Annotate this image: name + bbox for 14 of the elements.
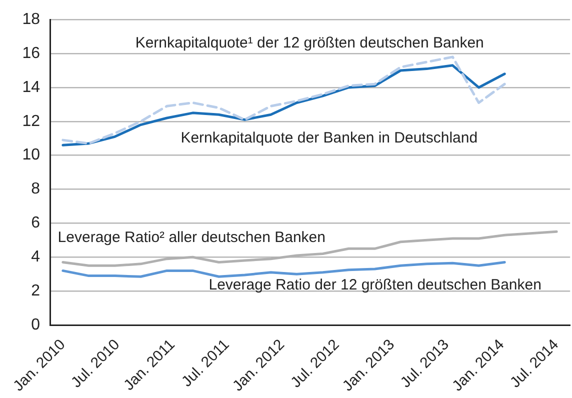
y-tick-label: 8 [31, 180, 40, 198]
y-tick-label: 0 [31, 316, 40, 334]
series-label: Leverage Ratio der 12 größten deutschen Banken [208, 276, 542, 294]
y-tick-label: 2 [31, 282, 40, 300]
y-tick-label: 16 [22, 44, 40, 62]
series-label: Leverage Ratio² aller deutschen Banken [58, 228, 326, 246]
y-tick-label: 18 [22, 11, 40, 28]
y-tick-label: 14 [22, 78, 40, 96]
series-label: Kernkapitalquote¹ der 12 größten deutschen Banken [135, 34, 484, 52]
series-label: Kernkapitalquote der Banken in Deutschland [180, 130, 478, 147]
y-tick-label: 4 [31, 248, 40, 266]
y-tick-label: 12 [22, 112, 40, 130]
y-tick-label: 10 [22, 146, 40, 164]
y-tick-label: 6 [31, 214, 40, 232]
